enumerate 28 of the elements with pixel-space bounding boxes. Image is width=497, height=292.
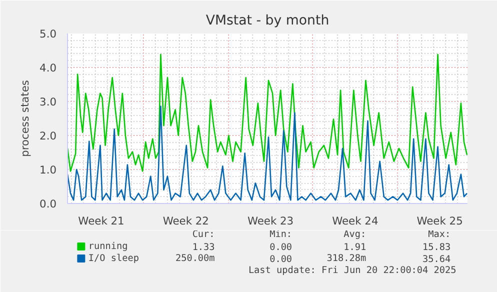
legend-label: I/O sleep — [88, 253, 140, 264]
text: 318.28m — [326, 253, 366, 264]
text: Max: — [428, 229, 451, 240]
y-tick-label: 3.0 — [40, 96, 57, 108]
x-tick-label: Week 24 — [332, 214, 378, 228]
text: 35.64 — [422, 254, 451, 265]
y-tick-label: 4.0 — [40, 62, 57, 74]
x-tick-label: Week 25 — [416, 214, 463, 228]
y-tick-label: 1.0 — [40, 164, 57, 176]
y-tick-label: 5.0 — [40, 28, 57, 40]
x-tick-label: Week 22 — [162, 214, 209, 228]
text: Last update: Fri Jun 20 22:00:04 2025 — [248, 265, 456, 276]
chart-title: VMstat - by month — [206, 14, 330, 28]
text: 250.00m — [175, 253, 216, 264]
text: 0.00 — [270, 254, 292, 265]
legend-label: running — [88, 241, 128, 252]
y-axis-title: process states — [18, 80, 32, 157]
text: 0.00 — [270, 242, 292, 253]
y-tick-label: 2.0 — [40, 130, 57, 142]
text: 1.91 — [344, 242, 366, 253]
line-series — [68, 54, 468, 172]
line-series — [68, 106, 468, 201]
x-tick-label: Week 21 — [78, 214, 124, 228]
text: 15.83 — [422, 242, 451, 253]
x-tick-label: Week 23 — [247, 214, 294, 228]
text: 1.33 — [192, 242, 215, 253]
y-tick-label: 0.0 — [40, 198, 57, 210]
text: Avg: — [344, 229, 366, 240]
